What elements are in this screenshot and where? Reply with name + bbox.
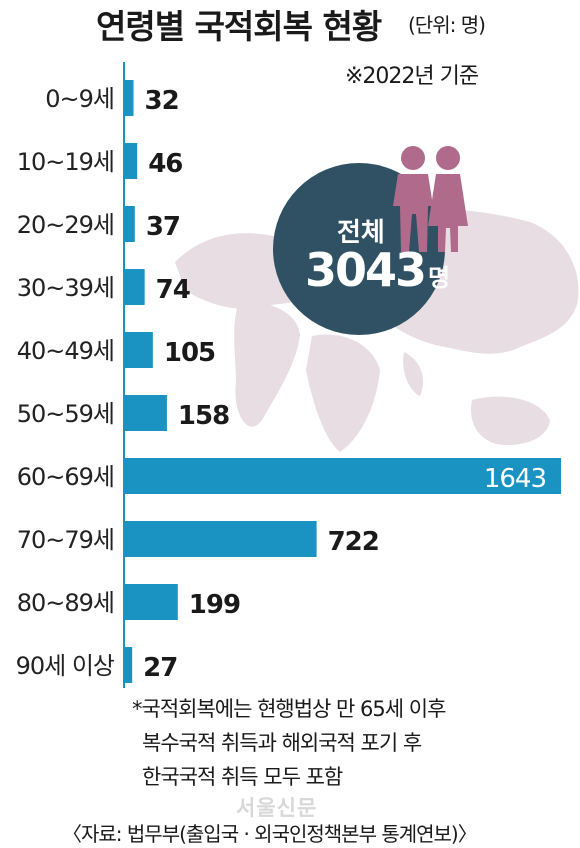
value-label: 722: [328, 527, 379, 557]
value-label: 105: [164, 338, 215, 368]
note-line-3: 한국국적 취득 모두 포함: [142, 765, 343, 789]
bar: [125, 332, 153, 368]
bar: [125, 269, 145, 305]
category-label: 90세 이상: [16, 652, 115, 680]
category-label: 50~59세: [17, 400, 114, 428]
category-label: 10~19세: [17, 148, 114, 176]
bar: [125, 647, 133, 683]
note-line-2: 복수국적 취득과 해외국적 포기 후: [142, 731, 422, 755]
category-label: 60~69세: [17, 463, 114, 491]
value-label: 199: [189, 590, 240, 620]
bar: [125, 206, 135, 242]
bar: [125, 80, 134, 116]
category-label: 70~79세: [17, 526, 114, 554]
total-value-group: 3043 명: [305, 243, 450, 297]
couple-icon: [393, 146, 468, 252]
total-value: 3043: [305, 243, 427, 297]
bar: [125, 395, 167, 431]
chart-title: 연령별 국적회복 현황: [96, 7, 382, 46]
watermark: 서울신문: [236, 796, 318, 820]
note-line-1: *국적회복에는 현행법상 만 65세 이후: [132, 697, 446, 721]
bar: [125, 521, 317, 557]
bar: [125, 143, 138, 179]
bar: [125, 584, 178, 620]
value-label: 158: [178, 401, 229, 431]
bar: [125, 458, 561, 494]
value-label: 27: [143, 653, 177, 683]
category-label: 0~9세: [45, 85, 114, 113]
total-unit: 명: [428, 264, 451, 292]
value-label: 37: [146, 212, 180, 242]
category-label: 80~89세: [17, 589, 114, 617]
source-note: 〈자료: 법무부(출입국 · 외국인정책본부 통계연보)〉: [62, 822, 478, 846]
value-label: 46: [148, 149, 182, 179]
total-label: 전체: [337, 218, 385, 248]
value-label: 74: [156, 275, 190, 305]
basis-year-label: ※2022년 기준: [345, 64, 479, 89]
unit-label: (단위: 명): [408, 13, 486, 37]
category-label: 30~39세: [17, 274, 114, 302]
category-label: 40~49세: [17, 337, 114, 365]
value-label: 32: [144, 86, 178, 116]
category-label: 20~29세: [17, 211, 114, 239]
value-label: 1643: [484, 464, 546, 494]
